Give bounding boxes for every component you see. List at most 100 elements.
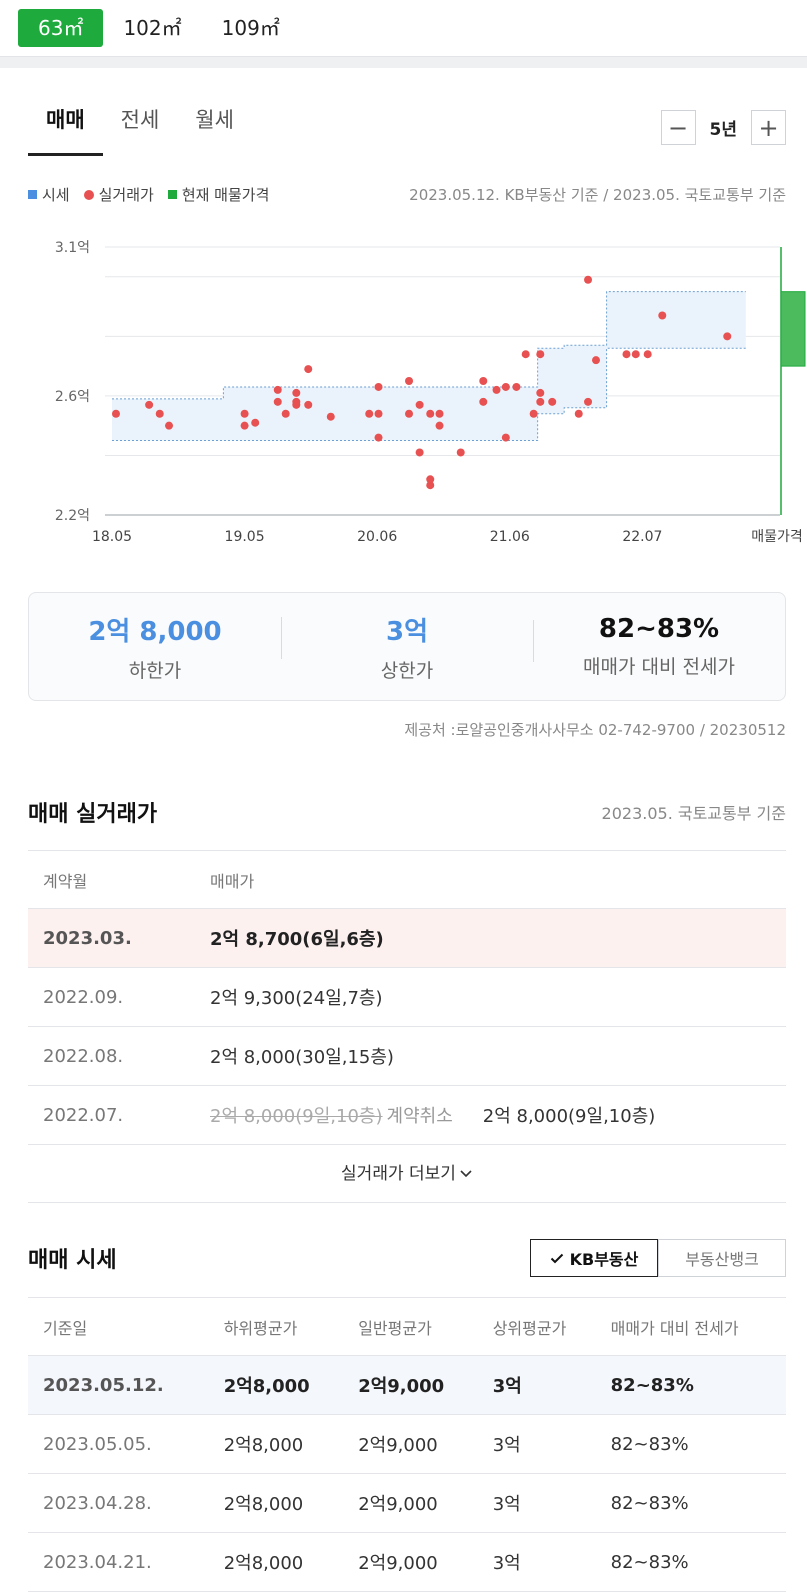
real-price-point [591, 356, 600, 365]
period-value: 5년 [709, 120, 737, 140]
y-tick-label: 2.6억 [55, 389, 90, 405]
summary-ratio-label: 매매가 대비 전세가 [583, 656, 735, 678]
real-price-point [281, 409, 290, 418]
real-price-point [456, 448, 465, 457]
real-price-point [479, 377, 488, 385]
sise-title: 매매 시세 [28, 1248, 117, 1273]
price-chart: 3.1억 2.6억 2.2억 18.05 19.05 20.06 21.06 22.07 매물가… [28, 217, 806, 562]
more-transactions-button[interactable]: 실거래가 더보기 [28, 1145, 786, 1203]
source-bank-button[interactable]: 부동산뱅크 [658, 1239, 786, 1277]
cell-general: 2억9,000 [343, 1414, 478, 1474]
transactions-header: 매매 실거래가 2023.05. 국토교통부 기준 [28, 796, 786, 828]
cell-date: 2023.04.21. [28, 1532, 209, 1592]
real-price-point [501, 382, 510, 391]
summary-high-label: 상한가 [380, 659, 434, 682]
real-price-point [240, 409, 249, 418]
price-summary-card: 2억 8,000 하한가 3억 상한가 82~83% 매매가 대비 전세가 [28, 592, 786, 701]
real-price-point [521, 350, 530, 359]
cell-upper: 3억 [477, 1414, 596, 1474]
tab-monthly-rent[interactable]: 월세 [195, 108, 234, 132]
deal-type-tabs: 매매 전세 월세 − 5년 + [28, 68, 786, 156]
x-tick-label: 19.05 [225, 529, 265, 545]
row-date: 2023.03. [28, 908, 195, 968]
cancel-tag: 계약취소 [386, 1106, 453, 1127]
table-header-row: 기준일 하위평균가 일반평균가 상위평균가 매매가 대비 전세가 [28, 1297, 786, 1356]
chart-legend-row: 시세 실거래가 현재 매물가격 2023.05.12. KB부동산 기준 / 2… [28, 184, 786, 205]
real-price-point [574, 409, 583, 418]
legend-sise: 시세 [28, 184, 70, 205]
period-control: − 5년 + [660, 110, 786, 145]
sise-band-area [112, 291, 746, 441]
chart-basis-text: 2023.05.12. KB부동산 기준 / 2023.05. 국토교통부 기준 [409, 186, 786, 204]
blue-square-icon [28, 190, 37, 199]
legend-listing: 현재 매물가격 [167, 184, 269, 205]
real-price-point [512, 382, 521, 391]
red-dot-icon [83, 189, 94, 200]
source-kb-button[interactable]: KB부동산 [530, 1239, 658, 1277]
col-contract-month: 계약월 [28, 850, 195, 909]
summary-high-value: 3억 [385, 616, 428, 647]
real-price-point [292, 388, 301, 397]
table-row[interactable]: 2022.09. 2억 9,300(24일,7층) [28, 967, 786, 1027]
col-base-date: 기준일 [28, 1297, 209, 1356]
legend-real-price: 실거래가 [83, 184, 154, 205]
tab-sale[interactable]: 매매 [28, 104, 103, 156]
cell-ratio: 82~83% [595, 1473, 786, 1533]
area-tab-109[interactable]: 109㎡ [221, 16, 280, 40]
col-upper-avg: 상위평균가 [477, 1297, 596, 1356]
check-icon [550, 1253, 563, 1263]
real-price-point [292, 397, 301, 406]
period-decrease-button[interactable]: − [660, 110, 696, 145]
y-tick-label: 2.2억 [55, 508, 90, 524]
row-price: 2억 8,000(30일,15층) [195, 1026, 786, 1086]
x-tick-label: 매물가격 [751, 529, 803, 545]
cell-general: 2억9,000 [343, 1473, 478, 1533]
real-price-point [529, 409, 538, 418]
more-transactions-label: 실거래가 더보기 [341, 1164, 456, 1184]
summary-low-value: 2억 8,000 [88, 616, 222, 647]
sise-upper-line [112, 291, 746, 400]
cell-ratio: 82~83% [595, 1355, 786, 1415]
green-square-icon [167, 190, 177, 199]
real-price-point [658, 311, 667, 320]
cell-lower: 2억8,000 [208, 1473, 344, 1533]
table-row: 2023.04.21. 2억8,000 2억9,000 3억 82~83% [28, 1532, 786, 1592]
real-price-point [374, 433, 383, 442]
col-sale-price: 매매가 [195, 850, 786, 909]
real-price-point [536, 397, 545, 406]
tab-jeonse[interactable]: 전세 [120, 108, 160, 132]
chevron-down-icon [460, 1170, 472, 1178]
row-price-value: 2억 8,000(9일,10층) [482, 1106, 656, 1127]
sise-header: 매매 시세 KB부동산 부동산뱅크 [28, 1239, 786, 1277]
table-row: 2023.05.12. 2억8,000 2억9,000 3억 82~83% [28, 1355, 786, 1415]
row-date: 2022.07. [28, 1085, 195, 1145]
table-row[interactable]: 2023.03. 2억 8,700(6일,6층) [28, 908, 786, 968]
cell-upper: 3억 [477, 1532, 596, 1592]
real-price-point [426, 481, 435, 490]
real-price-point [622, 350, 631, 359]
real-price-point [426, 475, 435, 484]
summary-ratio: 82~83% 매매가 대비 전세가 [533, 614, 785, 679]
real-price-point [435, 409, 444, 418]
real-price-point [145, 400, 154, 409]
x-tick-label: 22.07 [622, 529, 662, 545]
transactions-basis: 2023.05. 국토교통부 기준 [601, 804, 786, 823]
area-tab-102[interactable]: 102㎡ [123, 16, 182, 40]
price-panel: 매매 전세 월세 − 5년 + 시세 실거래가 현재 매물가격 2023.05.… [0, 68, 807, 1592]
sise-source-toggle: KB부동산 부동산뱅크 [530, 1239, 786, 1277]
x-tick-label: 18.05 [92, 529, 132, 545]
row-date: 2022.09. [28, 967, 195, 1027]
table-row[interactable]: 2022.08. 2억 8,000(30일,15층) [28, 1026, 786, 1086]
area-tab-63[interactable]: 63㎡ [18, 9, 104, 47]
table-row: 2023.04.28. 2억8,000 2억9,000 3억 82~83% [28, 1473, 786, 1533]
real-price-point [374, 409, 383, 418]
table-row[interactable]: 2022.07. 2억 8,000(9일,10층) 계약취소 2억 8,000(9일… [28, 1085, 786, 1145]
real-price-point [111, 409, 120, 418]
real-price-point [165, 421, 174, 430]
period-increase-button[interactable]: + [751, 110, 786, 145]
cell-upper: 3억 [477, 1473, 596, 1533]
area-tab-bar: 63㎡ 102㎡ 109㎡ [0, 0, 807, 56]
real-price-point [240, 421, 249, 430]
cell-date: 2023.05.12. [28, 1355, 209, 1415]
